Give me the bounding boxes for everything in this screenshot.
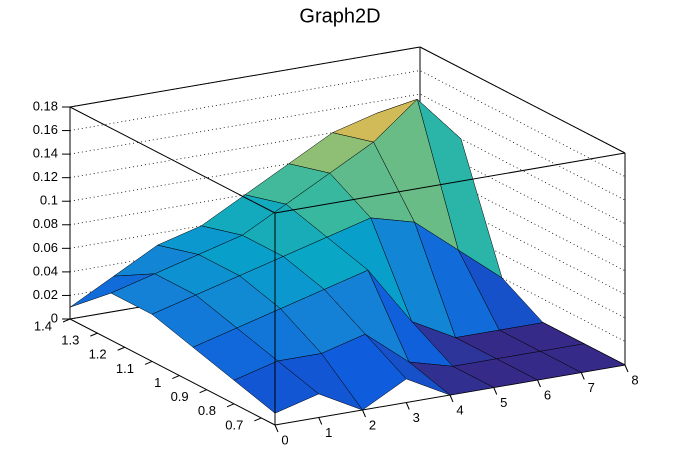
y-tick-label: 1	[154, 375, 161, 390]
z-tick-label: 0.08	[33, 216, 58, 231]
z-tick-label: 0.06	[33, 240, 58, 255]
x-tick	[624, 364, 629, 373]
x-tick	[274, 424, 279, 433]
grid-line	[69, 211, 626, 319]
x-tick	[318, 417, 323, 425]
x-tick-label: 0	[281, 432, 288, 447]
surface-cell	[233, 360, 320, 414]
y-tick	[117, 346, 125, 351]
z-tick-label: 0.18	[33, 98, 58, 113]
z-tick-label: 0	[51, 310, 58, 325]
y-tick	[144, 360, 153, 365]
x-tick-label: 4	[456, 402, 463, 417]
x-tick-label: 2	[369, 417, 376, 432]
x-tick-label: 1	[325, 425, 332, 440]
y-tick-label: 1.2	[89, 347, 107, 362]
z-tick-label: 0.04	[33, 263, 58, 278]
x-tick-label: 3	[413, 410, 420, 425]
y-tick-label: 1.1	[116, 361, 134, 376]
z-tick-label: 0.16	[33, 122, 58, 137]
grid-line	[69, 70, 626, 177]
y-tick-label: 1.4	[34, 318, 52, 333]
box-edge	[274, 152, 626, 214]
y-tick	[226, 403, 235, 408]
box-edge	[69, 106, 276, 214]
grid-line	[69, 164, 626, 272]
x-tick-label: 5	[500, 395, 507, 410]
z-tick-label: 0.1	[40, 193, 58, 208]
y-tick	[62, 318, 71, 323]
z-tick-label: 0.12	[33, 169, 58, 184]
y-tick	[199, 389, 207, 394]
x-tick	[405, 402, 410, 410]
box-edge	[69, 46, 421, 108]
y-tick-label: 0.7	[225, 417, 243, 432]
z-tick-label: 0.14	[33, 146, 58, 161]
x-tick	[537, 379, 541, 388]
z-tick-label: 0.02	[33, 287, 58, 302]
y-tick	[254, 417, 262, 422]
grid-line	[69, 140, 626, 248]
y-tick	[90, 332, 98, 337]
y-tick-label: 1.3	[61, 333, 79, 348]
box-edge	[69, 318, 276, 426]
y-tick-label: 0.8	[198, 403, 216, 418]
x-tick-label: 8	[631, 372, 638, 387]
grid-line	[69, 235, 626, 342]
y-tick	[172, 375, 180, 379]
chart-title: Graph2D	[299, 5, 380, 27]
grid-line	[69, 117, 626, 225]
x-tick	[580, 372, 585, 380]
box-edge	[419, 46, 626, 154]
x-tick	[449, 394, 454, 403]
x-tick-label: 7	[588, 380, 595, 395]
x-tick	[362, 409, 366, 418]
grid-line	[69, 46, 626, 154]
x-tick-label: 6	[544, 387, 551, 402]
grid-line	[69, 187, 626, 295]
x-tick	[493, 387, 498, 395]
y-tick-label: 0.9	[171, 389, 189, 404]
